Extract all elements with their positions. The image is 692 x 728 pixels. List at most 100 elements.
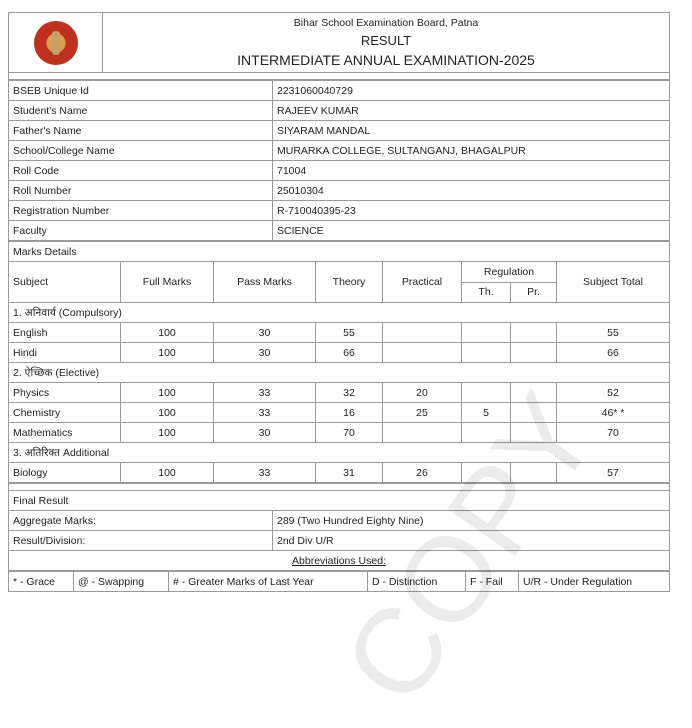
cell-total: 55 [556, 322, 670, 343]
abbreviation-item: # - Greater Marks of Last Year [168, 571, 368, 592]
logo-cell [8, 12, 103, 73]
cell-pass: 30 [213, 322, 316, 343]
col-theory: Theory [315, 261, 383, 303]
col-reg-pr: Pr. [510, 281, 557, 303]
info-value: MURARKA COLLEGE, SULTANGANJ, BHAGALPUR [272, 140, 670, 161]
cell-subject: English [8, 322, 121, 343]
info-row: Roll Code 71004 [8, 160, 670, 181]
subject-row: Physics 100 33 32 20 52 [8, 382, 670, 403]
cell-pr [510, 462, 557, 483]
cell-subject: Chemistry [8, 402, 121, 423]
subject-row: Mathematics 100 30 70 70 [8, 422, 670, 443]
cell-th: 5 [461, 402, 511, 423]
info-label: School/College Name [8, 140, 273, 161]
info-label: Faculty [8, 220, 273, 241]
cell-pass: 33 [213, 402, 316, 423]
info-value: 2231060040729 [272, 80, 670, 101]
marks-details-title: Marks Details [8, 241, 670, 262]
cell-pr [510, 322, 557, 343]
cell-total: 66 [556, 342, 670, 363]
info-row: BSEB Unique Id 2231060040729 [8, 80, 670, 101]
cell-theory: 55 [315, 322, 383, 343]
subject-row: English 100 30 55 55 [8, 322, 670, 343]
cell-theory: 70 [315, 422, 383, 443]
col-pass-marks: Pass Marks [213, 261, 316, 303]
cell-pr [510, 342, 557, 363]
cell-theory: 16 [315, 402, 383, 423]
info-row: Faculty SCIENCE [8, 220, 670, 241]
subject-group-title: 3. अतिरिक्त Additional [8, 442, 670, 463]
cell-pass: 30 [213, 422, 316, 443]
cell-subject: Hindi [8, 342, 121, 363]
info-row: Father's Name SIYARAM MANDAL [8, 120, 670, 141]
aggregate-label: Aggregate Marks: [8, 510, 273, 531]
bseb-emblem-logo [33, 20, 78, 65]
info-row: School/College Name MURARKA COLLEGE, SULT… [8, 140, 670, 161]
cell-total: 46* * [556, 402, 670, 423]
result-value: 2nd Div U/R [272, 530, 670, 551]
info-row: Registration Number R-710040395-23 [8, 200, 670, 221]
col-regulation: Regulation [461, 261, 557, 283]
subject-group-title: 1. अनिवार्य (Compulsory) [8, 302, 670, 323]
info-label: Student's Name [8, 100, 273, 121]
cell-theory: 66 [315, 342, 383, 363]
col-practical: Practical [382, 261, 462, 303]
cell-practical [382, 322, 462, 343]
col-full-marks: Full Marks [120, 261, 214, 303]
final-result-title: Final Result [8, 490, 670, 511]
final-result-table: Final Result Aggregate Marks: 289 (Two Hu… [8, 483, 670, 571]
abbreviation-item: F - Fail [465, 571, 519, 592]
subject-row: Chemistry 100 33 16 25 5 46* * [8, 402, 670, 423]
cell-practical: 25 [382, 402, 462, 423]
info-label: Roll Code [8, 160, 273, 181]
col-subject-total: Subject Total [556, 261, 670, 303]
cell-pass: 33 [213, 462, 316, 483]
cell-practical: 26 [382, 462, 462, 483]
cell-practical [382, 342, 462, 363]
cell-th [461, 462, 511, 483]
abbreviations-title: Abbreviations Used: [8, 550, 670, 571]
cell-th [461, 382, 511, 403]
cell-total: 57 [556, 462, 670, 483]
subject-row: Biology 100 33 31 26 57 [8, 462, 670, 483]
col-subject: Subject [8, 261, 121, 303]
abbreviation-item: * - Grace [8, 571, 74, 592]
info-value: 25010304 [272, 180, 670, 201]
board-name: Bihar School Examination Board, Patna [293, 17, 479, 29]
abbreviations-table: * - Grace @ - Swapping # - Greater Marks o… [8, 571, 670, 592]
cell-full: 100 [120, 342, 214, 363]
cell-total: 52 [556, 382, 670, 403]
info-label: Father's Name [8, 120, 273, 141]
subject-group-title: 2. ऐच्छिक (Elective) [8, 362, 670, 383]
info-value: SCIENCE [272, 220, 670, 241]
info-label: Registration Number [8, 200, 273, 221]
subject-row: Hindi 100 30 66 66 [8, 342, 670, 363]
cell-full: 100 [120, 382, 214, 403]
cell-full: 100 [120, 402, 214, 423]
cell-pass: 33 [213, 382, 316, 403]
result-document: Bihar School Examination Board, Patna RE… [8, 12, 670, 592]
cell-pr [510, 422, 557, 443]
result-title: RESULT [360, 33, 412, 48]
info-value: R-710040395-23 [272, 200, 670, 221]
info-value: RAJEEV KUMAR [272, 100, 670, 121]
result-label: Result/Division: [8, 530, 273, 551]
abbreviation-item: D - Distinction [367, 571, 466, 592]
cell-theory: 32 [315, 382, 383, 403]
info-row: Roll Number 25010304 [8, 180, 670, 201]
cell-th [461, 422, 511, 443]
info-row: Student's Name RAJEEV KUMAR [8, 100, 670, 121]
exam-title: INTERMEDIATE ANNUAL EXAMINATION-2025 [237, 52, 535, 68]
marks-table: Marks Details Subject Full Marks Pass Ma… [8, 241, 670, 483]
info-value: 71004 [272, 160, 670, 181]
info-value: SIYARAM MANDAL [272, 120, 670, 141]
cell-subject: Physics [8, 382, 121, 403]
cell-th [461, 342, 511, 363]
info-label: BSEB Unique Id [8, 80, 273, 101]
aggregate-value: 289 (Two Hundred Eighty Nine) [272, 510, 670, 531]
cell-pr [510, 382, 557, 403]
cell-th [461, 322, 511, 343]
cell-practical: 20 [382, 382, 462, 403]
cell-theory: 31 [315, 462, 383, 483]
cell-pass: 30 [213, 342, 316, 363]
